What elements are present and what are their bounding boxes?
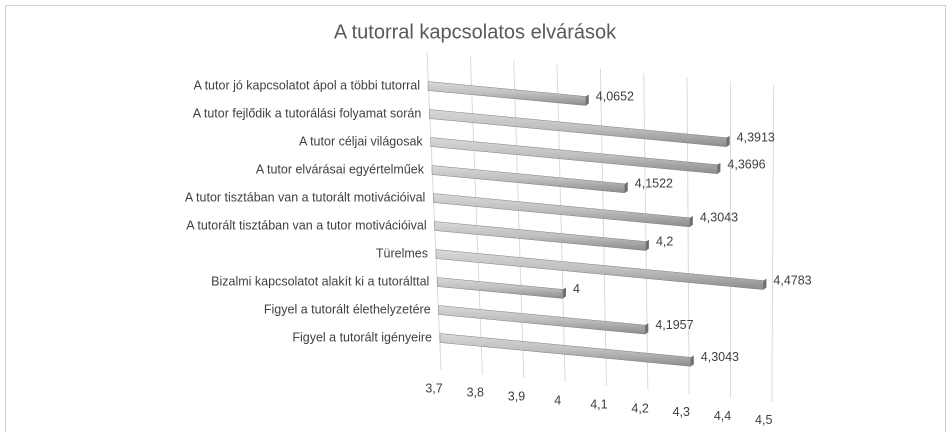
value-label: 4,3913 [737, 131, 775, 145]
bar-end [689, 215, 693, 227]
bar-end [717, 162, 721, 174]
x-tick-label: 3,8 [467, 386, 484, 400]
x-tick-label: 4,3 [673, 405, 690, 419]
grid-line [426, 52, 442, 371]
value-label: 4,1957 [655, 318, 693, 332]
grid-line [513, 60, 525, 379]
x-tick-label: 4,2 [631, 401, 648, 415]
category-label: Türelmes [376, 246, 428, 260]
x-tick-label: 4,4 [714, 409, 731, 423]
value-label: 4,3043 [701, 350, 739, 364]
grid-line [599, 68, 607, 387]
chart-frame [5, 5, 946, 432]
value-label: 4,1522 [635, 177, 673, 191]
bar-end [726, 135, 730, 147]
x-tick-label: 4,5 [755, 413, 772, 427]
category-label: Bizalmi kapcsolatot alakít ki a tutorált… [211, 274, 429, 288]
category-label: A tutor céljai világosak [299, 134, 423, 148]
value-label: 4,3696 [727, 158, 765, 172]
bar-end [763, 278, 767, 290]
bar-end [624, 181, 628, 193]
category-label: Figyel a tutorált igényeire [292, 330, 432, 344]
x-tick-label: 4 [554, 393, 561, 407]
x-tick-label: 4,1 [590, 397, 607, 411]
grid-line [686, 77, 690, 394]
category-label: A tutor jó kapcsolatot ápol a többi tuto… [193, 78, 420, 92]
value-label: 4,0652 [596, 89, 634, 103]
bar-end [585, 94, 589, 106]
grid-line [556, 64, 566, 383]
bar-end [645, 323, 649, 335]
grid-line [469, 56, 483, 375]
category-label: A tutor elvárásai egyértelműek [256, 162, 425, 176]
value-label: 4 [573, 282, 580, 296]
x-tick-label: 3,7 [425, 382, 442, 396]
category-label: A tutor tisztában van a tutorált motivác… [185, 190, 425, 204]
category-label: A tutor fejlődik a tutorálási folyamat s… [193, 106, 422, 120]
value-label: 4,2 [656, 234, 673, 248]
chart-title: A tutorral kapcsolatos elvárások [334, 21, 617, 43]
bar-end [645, 239, 649, 251]
bar-end [562, 287, 566, 299]
category-label: Figyel a tutorált élethelyzetére [264, 302, 431, 316]
bar-end [690, 355, 694, 367]
grid-line [771, 85, 775, 402]
value-label: 4,4783 [773, 273, 811, 287]
value-label: 4,3043 [700, 211, 738, 225]
x-tick-label: 3,9 [508, 390, 525, 404]
category-label: A tutorált tisztában van a tutor motivác… [186, 218, 426, 232]
grid-line [643, 72, 649, 391]
